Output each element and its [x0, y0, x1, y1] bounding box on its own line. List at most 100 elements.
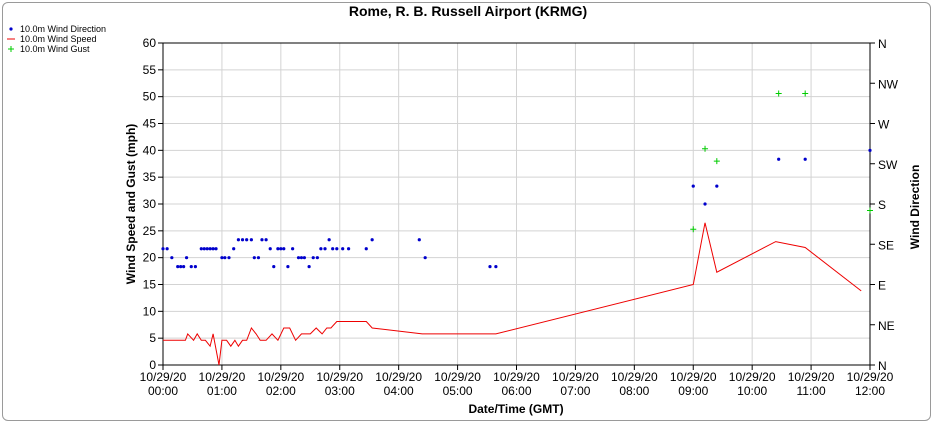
- direction-point: [315, 256, 319, 260]
- direction-point: [268, 247, 272, 251]
- y-tick-label: 50: [143, 90, 157, 104]
- y-tick-label: 10: [143, 304, 157, 318]
- wind-speed-line: [163, 222, 862, 366]
- x-tick-time-label: 01:00: [207, 384, 237, 398]
- y-tick-label: 35: [143, 170, 157, 184]
- gust-point: [802, 90, 809, 97]
- chart-title: Rome, R. B. Russell Airport (KRMG): [349, 3, 587, 19]
- direction-point: [227, 256, 231, 260]
- series-layer: [161, 90, 873, 366]
- x-tick-time-label: 05:00: [443, 384, 473, 398]
- direction-point: [249, 238, 253, 242]
- direction-point: [307, 265, 311, 269]
- direction-point: [272, 265, 276, 269]
- x-tick-date-label: 10/29/20: [611, 370, 658, 384]
- legend-label: 10.0m Wind Gust: [20, 44, 90, 54]
- direction-point: [341, 247, 345, 251]
- direction-point: [370, 238, 374, 242]
- y2-tick-label: W: [878, 118, 890, 132]
- direction-point: [423, 256, 427, 260]
- direction-point: [282, 247, 286, 251]
- direction-point: [417, 238, 421, 242]
- y-tick-label: 20: [143, 251, 157, 265]
- direction-point: [193, 265, 198, 269]
- grid: [162, 42, 871, 366]
- x-tick-time-label: 08:00: [619, 384, 649, 398]
- direction-point: [264, 238, 268, 242]
- legend-label: 10.0m Wind Direction: [20, 24, 106, 34]
- direction-point: [220, 256, 224, 260]
- x-tick-time-label: 00:00: [148, 384, 178, 398]
- direction-point: [335, 247, 339, 251]
- direction-point: [176, 265, 180, 269]
- direction-point: [319, 247, 323, 251]
- x-tick-date-label: 10/29/20: [847, 370, 894, 384]
- x-tick-date-label: 10/29/20: [729, 370, 776, 384]
- y-tick-label: 25: [143, 224, 157, 238]
- x-tick-time-label: 11:00: [797, 384, 826, 398]
- y-tick-label: 60: [143, 36, 157, 50]
- series-10-0m-wind-direction: [161, 148, 872, 269]
- direction-point: [494, 265, 498, 269]
- y2-axis-label: Wind Direction: [908, 165, 922, 250]
- direction-point: [286, 265, 290, 269]
- y-axis-ticks: 0 5 10 15 20 25 30 35 40 45 50 55 60: [143, 36, 163, 372]
- x-tick-date-label: 10/29/20: [375, 370, 422, 384]
- y-tick-label: 0: [149, 358, 156, 372]
- direction-point: [208, 247, 212, 251]
- legend-swatch-plus: [8, 46, 14, 52]
- y-tick-label: 40: [143, 143, 157, 157]
- x-tick-date-label: 10/29/20: [434, 370, 481, 384]
- direction-point: [291, 247, 295, 251]
- direction-point: [240, 238, 245, 242]
- direction-point: [161, 247, 165, 251]
- direction-point: [715, 184, 719, 188]
- x-tick-time-label: 02:00: [266, 384, 296, 398]
- x-tick-time-label: 07:00: [560, 384, 590, 398]
- x-tick-date-label: 10/29/20: [670, 370, 717, 384]
- y-tick-label: 55: [143, 63, 157, 77]
- x-axis-ticks: 10/29/2000:0010/29/2001:0010/29/2002:001…: [140, 365, 894, 398]
- x-tick-date-label: 10/29/20: [493, 370, 540, 384]
- x-tick-time-label: 03:00: [325, 384, 355, 398]
- x-tick-date-label: 10/29/20: [316, 370, 363, 384]
- y-tick-label: 45: [143, 117, 157, 131]
- y-tick-label: 15: [143, 278, 157, 292]
- x-tick-date-label: 10/29/20: [257, 370, 304, 384]
- gust-point: [867, 207, 873, 214]
- direction-point: [803, 157, 807, 161]
- direction-point: [364, 247, 368, 251]
- legend-swatch-dot: [9, 27, 13, 31]
- direction-point: [691, 184, 695, 188]
- direction-point: [777, 157, 781, 161]
- direction-point: [214, 247, 218, 251]
- x-tick-time-label: 12:00: [855, 384, 885, 398]
- direction-point: [252, 256, 256, 260]
- direction-point: [236, 238, 241, 242]
- gust-point: [775, 90, 782, 97]
- x-tick-time-label: 04:00: [384, 384, 414, 398]
- direction-point: [202, 247, 206, 251]
- y2-tick-label: SE: [878, 238, 894, 252]
- series-10-0m-wind-gust: [690, 90, 873, 233]
- y-axis-label: Wind Speed and Gust (mph): [124, 124, 138, 285]
- x-tick-time-label: 06:00: [501, 384, 531, 398]
- y2-tick-label: S: [878, 198, 886, 212]
- direction-point: [184, 256, 189, 260]
- direction-point: [199, 247, 203, 251]
- y2-tick-label: E: [878, 279, 886, 293]
- x-tick-date-label: 10/29/20: [140, 370, 187, 384]
- x-tick-date-label: 10/29/20: [199, 370, 246, 384]
- y2-tick-label: N: [878, 37, 887, 51]
- direction-point: [276, 247, 280, 251]
- chart-frame: [2, 2, 931, 421]
- direction-point: [703, 202, 707, 206]
- y2-tick-label: NW: [878, 77, 899, 91]
- gust-point: [713, 158, 720, 165]
- y2-tick-label: NE: [878, 319, 895, 333]
- direction-point: [232, 247, 236, 251]
- direction-point: [179, 265, 183, 269]
- x-tick-time-label: 09:00: [678, 384, 708, 398]
